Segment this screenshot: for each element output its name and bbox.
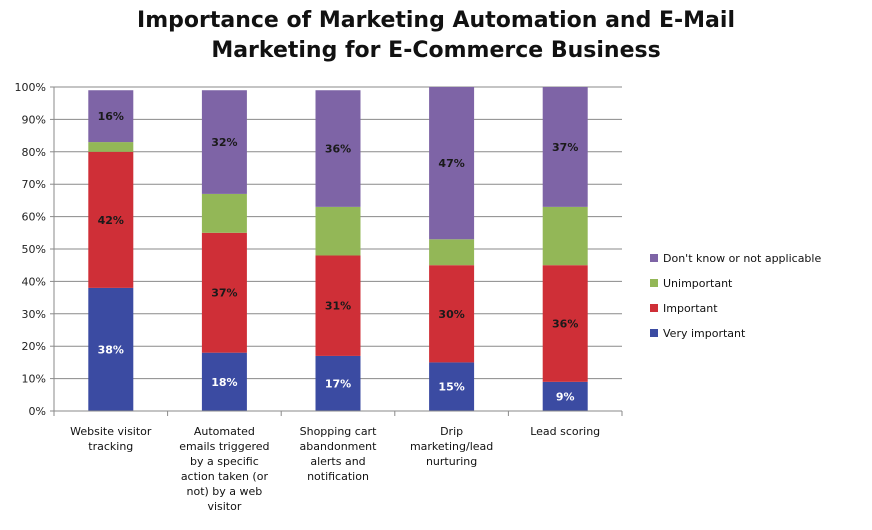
- bar-segment-very-important: [315, 355, 361, 411]
- data-label: 37%: [211, 287, 237, 300]
- data-label: 36%: [325, 143, 351, 156]
- x-category-label-line: by a specific: [190, 455, 259, 468]
- bar-segment-don-t-know-or-not-applicable: [88, 90, 134, 143]
- x-category-label-line: notification: [307, 470, 369, 483]
- y-tick-label: 50%: [22, 243, 46, 256]
- legend-label-important: Important: [663, 302, 718, 315]
- x-category-label: Drip marketing/lead nurturing: [410, 425, 493, 468]
- bar-segment-don-t-know-or-not-applicable: [542, 87, 588, 207]
- data-label: 16%: [98, 110, 124, 123]
- y-tick-label: 100%: [15, 81, 46, 94]
- bar-segment-unimportant: [542, 206, 588, 266]
- data-label: 30%: [438, 308, 464, 321]
- x-category-label-line: emails triggered: [179, 440, 269, 453]
- axes: [53, 87, 623, 416]
- y-tick-label: 40%: [22, 275, 46, 288]
- x-category-label-line: marketing/lead: [410, 440, 493, 453]
- legend: Don't know or not applicable Unimportant I…: [650, 252, 821, 340]
- x-axis-category-labels: Website visitor tracking Automated emails t…: [70, 425, 600, 513]
- data-label: 42%: [98, 214, 124, 227]
- bar-segment-important: [542, 265, 588, 382]
- bar-segment-important: [88, 151, 134, 288]
- x-category-label: Website visitor tracking: [70, 425, 152, 453]
- x-category-label-line: Drip: [440, 425, 463, 438]
- x-category-label-line: Website visitor: [70, 425, 152, 438]
- legend-label-unimportant: Unimportant: [663, 277, 733, 290]
- bar-segment-very-important: [201, 352, 247, 411]
- bar-segment-don-t-know-or-not-applicable: [201, 90, 247, 194]
- bar-segment-very-important: [88, 287, 134, 411]
- data-label: 9%: [556, 390, 575, 403]
- x-category-label-line: Lead scoring: [530, 425, 600, 438]
- y-tick-label: 70%: [22, 178, 46, 191]
- x-category-label: Shopping cart abandonment alerts and notifi…: [300, 425, 378, 483]
- chart-title-line-1: Importance of Marketing Automation and E…: [137, 8, 735, 33]
- bar-segment-very-important: [429, 362, 475, 411]
- data-label: 47%: [438, 157, 464, 170]
- y-axis-tick-labels: 0% 10% 20% 30% 40% 50% 60% 70% 80% 90% 100%: [15, 81, 46, 418]
- bar-segment-unimportant: [201, 193, 247, 233]
- bar-segment-don-t-know-or-not-applicable: [429, 87, 475, 240]
- bar-segment-unimportant: [429, 239, 475, 266]
- y-tick-label: 60%: [22, 211, 46, 224]
- chart-title-line-2: Marketing for E-Commerce Business: [211, 38, 661, 63]
- legend-swatch-don-t-know-or-not-applicable: [650, 254, 658, 262]
- data-label: 37%: [552, 141, 578, 154]
- bar-segment-don-t-know-or-not-applicable: [315, 90, 361, 207]
- y-tick-label: 80%: [22, 146, 46, 159]
- legend-label-don-t-know-or-not-applicable: Don't know or not applicable: [663, 252, 821, 265]
- x-category-label-line: Automated: [194, 425, 255, 438]
- data-label: 18%: [211, 376, 237, 389]
- x-category-label-line: nurturing: [426, 455, 477, 468]
- y-tick-label: 20%: [22, 340, 46, 353]
- bar-segment-important: [201, 232, 247, 353]
- data-label: 17%: [325, 377, 351, 390]
- x-category-label-line: tracking: [88, 440, 133, 453]
- legend-swatch-unimportant: [650, 279, 658, 287]
- x-category-label-line: abandonment: [300, 440, 378, 453]
- x-category-label-line: alerts and: [310, 455, 365, 468]
- legend-label-very-important: Very important: [663, 327, 746, 340]
- data-label: 36%: [552, 318, 578, 331]
- x-category-label: Lead scoring: [530, 425, 600, 438]
- y-tick-label: 30%: [22, 308, 46, 321]
- x-category-label-line: action taken (or: [181, 470, 269, 483]
- data-label: 32%: [211, 136, 237, 149]
- x-category-label-line: Shopping cart: [300, 425, 377, 438]
- bar-segment-unimportant: [88, 142, 134, 152]
- bar-segment-important: [315, 255, 361, 356]
- bar-segment-unimportant: [315, 206, 361, 256]
- x-category-label: Automated emails triggered by a specific ac…: [179, 425, 269, 513]
- data-label: 38%: [98, 343, 124, 356]
- legend-swatch-important: [650, 304, 658, 312]
- bar-segment-important: [429, 265, 475, 363]
- data-label: 31%: [325, 300, 351, 313]
- y-tick-label: 10%: [22, 373, 46, 386]
- x-category-label-line: not) by a web: [187, 485, 263, 498]
- y-tick-label: 90%: [22, 113, 46, 126]
- data-label: 15%: [438, 381, 464, 394]
- chart-title: Importance of Marketing Automation and E…: [0, 6, 872, 66]
- y-tick-label: 0%: [29, 405, 46, 418]
- bars: 38% 42% 16% 18% 37% 32% 17% 31% 36% 15% 30% 47% 9% 36…: [88, 87, 588, 411]
- bar-segment-very-important: [542, 381, 588, 411]
- legend-swatch-very-important: [650, 329, 658, 337]
- x-category-label-line: visitor: [207, 500, 241, 513]
